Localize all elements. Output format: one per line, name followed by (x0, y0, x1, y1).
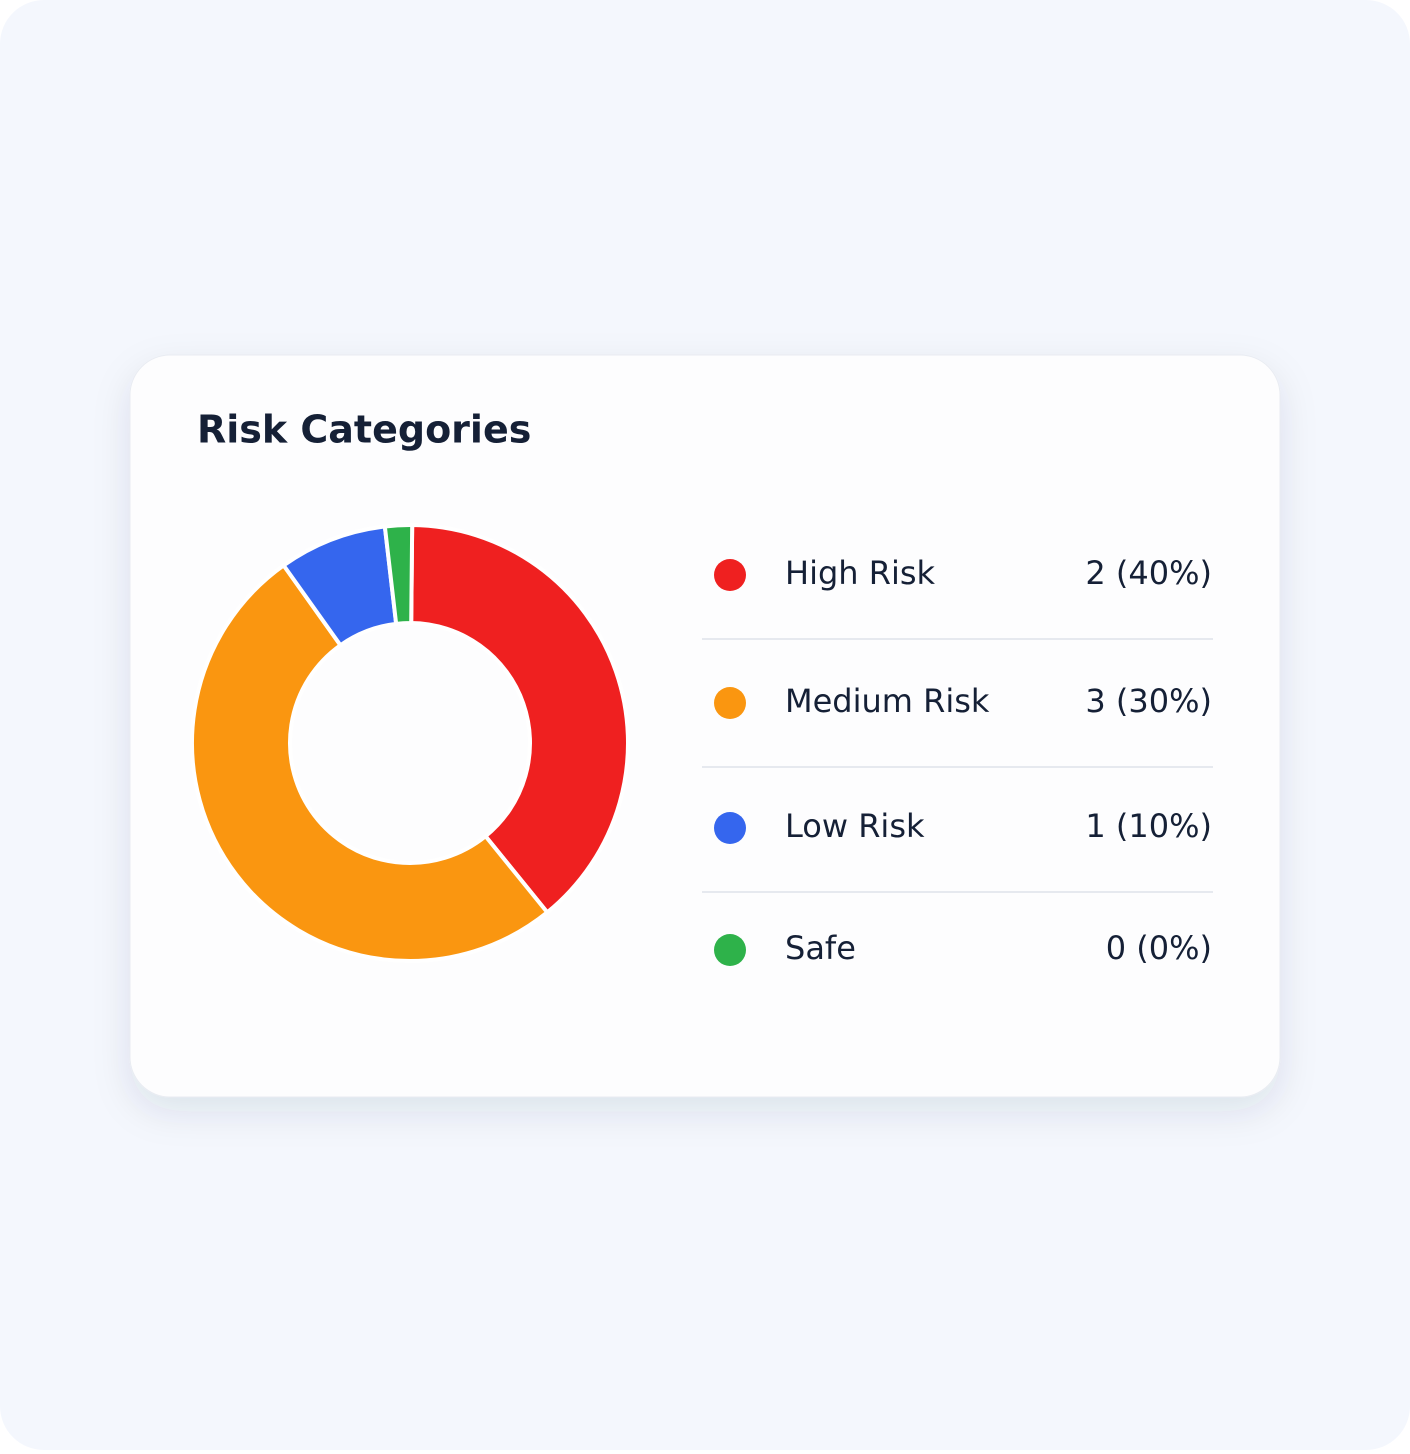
legend-label: Low Risk (785, 807, 925, 845)
legend-value: 3 (30%) (1085, 682, 1212, 720)
legend-marker (714, 687, 746, 719)
legend-marker (714, 812, 746, 844)
legend-label: Medium Risk (785, 682, 990, 720)
legend-value: 0 (0%) (1106, 929, 1212, 967)
legend-label: Safe (785, 929, 856, 967)
legend-label: High Risk (785, 554, 936, 592)
slice (382, 523, 415, 626)
slice (189, 563, 550, 963)
chart-title: Risk Categories (197, 408, 531, 452)
legend-value: 2 (40%) (1085, 554, 1212, 592)
card (129, 354, 1281, 1098)
legend: High Risk 2 (40%) Medium Risk 3 (30%) Low Ri… (702, 554, 1213, 967)
legend-value: 1 (10%) (1085, 807, 1212, 845)
legend-marker (714, 559, 746, 591)
slice (409, 523, 630, 915)
legend-marker (714, 934, 746, 966)
donut (189, 523, 630, 963)
